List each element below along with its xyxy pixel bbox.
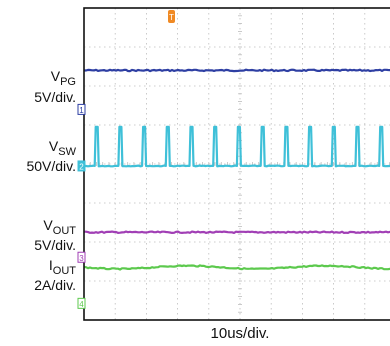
channel-marker-2: 2	[77, 160, 86, 172]
channel-marker-box	[77, 251, 86, 263]
channel-marker-4: 4	[77, 297, 86, 309]
channel-marker-1: 1	[77, 103, 86, 115]
traces	[83, 68, 390, 271]
channel-number: 1	[79, 106, 84, 115]
trigger-marker-box	[168, 10, 175, 23]
series-name: VOUT	[43, 217, 76, 237]
series-name-sub: PG	[60, 76, 76, 88]
series-name: VSW	[49, 138, 77, 158]
series-scale: 50V/div.	[26, 158, 76, 174]
series-scale: 2A/div.	[34, 277, 76, 293]
trigger-marker-text: T	[169, 13, 174, 22]
channel-number: 2	[79, 162, 84, 171]
channel-number: 4	[79, 300, 84, 309]
trace-vout	[84, 230, 390, 234]
series-name-sub: OUT	[53, 265, 77, 277]
channel-marker-3: 3	[77, 251, 86, 263]
series-name: IOUT	[49, 257, 76, 277]
series-name-sub: SW	[58, 146, 76, 158]
trace-vsw	[83, 125, 390, 168]
series-name-main: V	[51, 68, 61, 84]
series-name-main: V	[43, 217, 53, 233]
channel-number: 3	[79, 254, 84, 263]
series-name: VPG	[51, 68, 76, 88]
channel-markers: 1 2 3 4 T	[77, 10, 175, 309]
x-axis-label: 10us/div.	[211, 325, 270, 342]
channel-marker-box	[77, 160, 86, 172]
series-name-sub: OUT	[53, 225, 77, 237]
channel-marker-box	[77, 103, 86, 115]
channel-marker-box	[77, 297, 86, 309]
channel-labels: VPG5V/div.VSW50V/div.VOUT5V/div.IOUT2A/d…	[26, 68, 76, 293]
series-name-main: I	[49, 257, 53, 273]
trace-vpg	[83, 68, 390, 73]
trace-iout	[83, 264, 390, 271]
series-scale: 5V/div.	[34, 237, 76, 253]
trigger-marker: T	[168, 10, 175, 23]
series-name-main: V	[49, 138, 59, 154]
series-scale: 5V/div.	[34, 89, 76, 105]
